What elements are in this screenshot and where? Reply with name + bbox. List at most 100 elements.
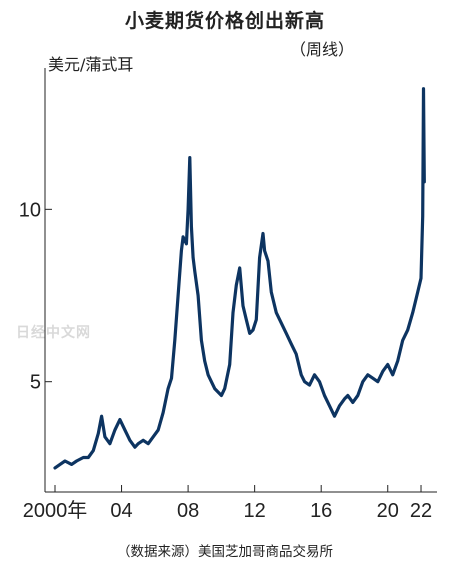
x-axis-ticks: 2000年 04 08 12 16 20 22: [23, 485, 432, 522]
price-point: [187, 208, 189, 210]
price-point: [407, 329, 409, 331]
price-point: [422, 215, 424, 217]
price-point: [372, 377, 374, 379]
price-point: [109, 443, 111, 445]
price-point: [239, 267, 241, 269]
price-point: [152, 436, 154, 438]
price-point: [157, 429, 159, 431]
price-point: [267, 260, 269, 262]
price-point: [420, 277, 422, 279]
price-point: [290, 343, 292, 345]
x-tick-label: 08: [177, 500, 199, 522]
price-point: [97, 432, 99, 434]
price-point: [104, 436, 106, 438]
series-layer: [53, 87, 426, 470]
x-tick-label: 16: [310, 500, 332, 522]
price-point: [76, 460, 78, 462]
price-point: [259, 257, 261, 259]
x-tick-label: 2000年: [23, 499, 88, 522]
price-point: [313, 374, 316, 376]
price-point: [180, 250, 182, 252]
price-point: [114, 429, 116, 431]
price-point: [92, 450, 94, 452]
price-point: [270, 291, 272, 293]
price-point: [232, 312, 234, 314]
price-point: [200, 339, 202, 341]
y-axis-unit-label: 美元/蒲式耳: [48, 55, 134, 74]
price-point: [382, 370, 384, 372]
chart-title: 小麦期货价格创出新高: [124, 10, 325, 32]
price-point: [71, 463, 73, 465]
x-tick-label: 04: [110, 500, 132, 522]
price-point: [124, 429, 126, 431]
price-point: [59, 463, 61, 465]
price-point: [220, 394, 222, 397]
price-point: [217, 391, 219, 393]
price-point: [167, 388, 169, 390]
price-point: [185, 243, 187, 245]
price-point: [129, 439, 131, 441]
price-point: [280, 322, 282, 324]
price-point: [82, 456, 84, 459]
price-point: [134, 446, 136, 448]
price-point: [304, 381, 306, 383]
watermark-text: 日经中文网: [16, 325, 91, 341]
price-point: [170, 377, 173, 379]
price-point: [177, 294, 179, 297]
price-point: [142, 439, 144, 441]
price-point: [392, 374, 394, 376]
price-point: [137, 443, 139, 445]
price-point: [235, 284, 237, 286]
x-tick-label: 22: [410, 500, 432, 522]
x-tick-label: 12: [244, 500, 266, 522]
price-point: [422, 88, 425, 90]
price-point: [262, 232, 264, 235]
price-point: [87, 456, 89, 459]
price-point: [402, 339, 404, 341]
price-point: [352, 401, 354, 403]
price-point: [64, 460, 66, 462]
price-point: [147, 443, 149, 445]
price-point: [252, 329, 254, 331]
price-point: [397, 360, 399, 362]
price-point: [194, 270, 196, 272]
price-point: [387, 363, 389, 366]
price-point: [190, 226, 192, 228]
price-point: [377, 381, 379, 383]
price-point: [347, 394, 349, 397]
price-point: [264, 250, 266, 252]
price-point: [204, 360, 206, 362]
price-point: [367, 374, 369, 376]
price-point: [197, 294, 199, 297]
price-point: [242, 305, 244, 307]
price-point: [207, 374, 209, 376]
price-point: [333, 415, 336, 417]
price-point: [224, 388, 226, 390]
price-point: [343, 398, 346, 400]
y-axis-ticks: 5 10: [19, 199, 52, 394]
price-point: [54, 467, 56, 469]
price-point: [423, 181, 425, 183]
price-point: [300, 374, 302, 376]
price-point: [357, 394, 359, 397]
price-point: [295, 353, 297, 355]
price-point: [285, 332, 287, 334]
price-series-line: [53, 87, 426, 470]
price-point: [174, 339, 176, 341]
price-point: [318, 381, 321, 383]
price-point: [162, 412, 164, 414]
price-point: [275, 312, 277, 314]
price-point: [412, 312, 414, 314]
x-tick-label: 20: [377, 500, 399, 522]
price-point: [119, 419, 121, 421]
price-point: [328, 405, 331, 407]
chart-subtitle: （周线）: [289, 40, 354, 59]
price-point: [249, 332, 251, 334]
price-point: [229, 363, 231, 366]
y-tick-label: 10: [19, 199, 41, 221]
price-point: [255, 319, 257, 321]
y-tick-label: 5: [30, 372, 41, 394]
price-point: [362, 381, 364, 383]
source-note: （数据来源）美国芝加哥商品交易所: [117, 544, 333, 560]
